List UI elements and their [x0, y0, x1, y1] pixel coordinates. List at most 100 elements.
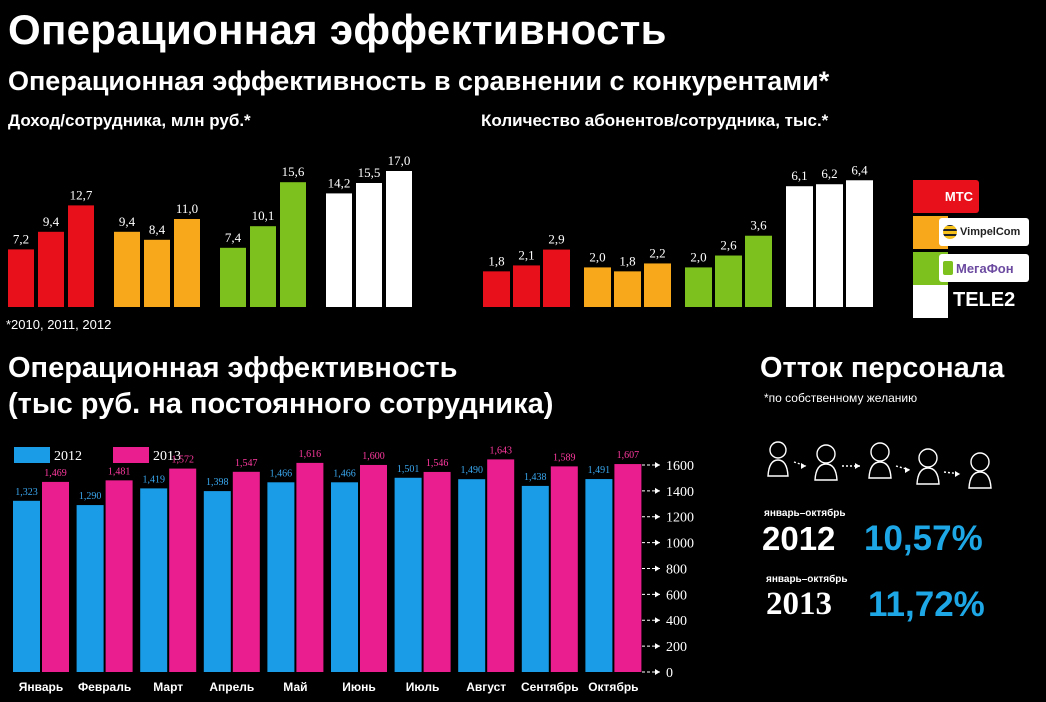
data-label: 2,1: [518, 247, 534, 262]
data-label: 1,481: [108, 466, 131, 477]
data-label: 1,546: [426, 458, 449, 469]
bar-tele2-2012: [846, 180, 873, 307]
bar-2012-Июнь: [331, 482, 358, 672]
month-label: Март: [153, 680, 183, 694]
y-tick-label: 600: [666, 588, 687, 603]
data-label: 12,7: [70, 187, 93, 202]
bar-2013-Июль: [423, 471, 451, 672]
month-label: Май: [283, 680, 307, 694]
tele2-logo: TELE2: [953, 289, 1016, 311]
data-label: 1,600: [362, 451, 385, 462]
data-label: 1,616: [299, 449, 322, 460]
data-label: 1,607: [617, 450, 640, 461]
data-label: 7,4: [225, 230, 242, 245]
data-label: 1,398: [206, 477, 229, 488]
bar-мегафон-2011: [715, 255, 742, 307]
month-label: Июль: [406, 680, 440, 694]
subscribers-chart-title: Количество абонентов/сотрудника, тыс.*: [481, 111, 829, 130]
bar-2012-Октябрь: [585, 479, 613, 672]
bar-мтс-2012: [543, 249, 570, 307]
bar-2013-Август: [487, 459, 515, 672]
churn-year-2013: 2013: [766, 586, 832, 622]
month-label: Июнь: [342, 680, 376, 694]
bar-мегафон-2012: [745, 235, 772, 307]
churn-title: Отток персонала: [760, 352, 1005, 384]
legend-swatch-2012: [14, 447, 50, 463]
data-label: 1,466: [270, 468, 293, 479]
y-tick-arrow-icon: [655, 565, 660, 572]
bar-2012-Июль: [394, 477, 422, 672]
bee-stripes-icon: [943, 225, 957, 239]
bar-2013-Апрель: [232, 471, 260, 672]
month-label: Январь: [19, 680, 63, 694]
data-label: 1,290: [79, 491, 102, 502]
data-label: 6,1: [791, 168, 807, 183]
data-label: 9,4: [43, 214, 60, 229]
bar-vimpelcom-2010: [114, 231, 140, 307]
vimpelcom-logo-text: VimpelCom: [960, 226, 1021, 238]
operator-legend: МТС VimpelCom МегаФон TELE2: [913, 180, 1043, 318]
y-tick-label: 1200: [666, 511, 694, 526]
subscribers-chart: 1,8 2,1 2,9 2,0 1,8 2,2 2,0 2,6 3,6 6,1 6,2 6,4: [483, 162, 873, 307]
bar-vimpelcom-2012: [174, 219, 200, 307]
bar-2012-Апрель: [203, 491, 231, 672]
churn-year-2012: 2012: [762, 520, 836, 557]
bar-2012-Февраль: [76, 505, 104, 672]
bar-tele2-2011: [356, 183, 382, 307]
legend-label-2012: 2012: [54, 449, 82, 464]
bar-2012-Май: [267, 482, 295, 672]
bar-tele2-2010: [326, 193, 352, 307]
data-label: 15,6: [282, 164, 305, 179]
data-label: 1,547: [235, 458, 258, 469]
revenue-chart: 7,2 9,4 12,7 9,4 8,4 11,0 7,4 10,1 15,6 14,2 15,5 1…: [8, 153, 412, 307]
legend-swatch-2013: [113, 447, 149, 463]
month-label: Апрель: [209, 680, 254, 694]
month-label: Сентябрь: [521, 680, 579, 694]
legend-swatch-tele2: [913, 285, 948, 318]
bar-мегафон-2010: [220, 247, 246, 307]
data-label: 2,2: [649, 245, 665, 260]
data-label: 1,643: [489, 445, 512, 456]
bar-2013-Февраль: [105, 480, 133, 672]
churn-value-2012: 10,57%: [864, 519, 983, 558]
churn-value-2013: 11,72%: [868, 585, 985, 624]
data-label: 1,469: [44, 468, 67, 479]
y-tick-label: 1600: [666, 459, 694, 474]
data-label: 14,2: [328, 175, 351, 190]
efficiency-title-line2: (тыс руб. на постоянного сотрудника): [8, 388, 554, 420]
y-tick-label: 1400: [666, 485, 694, 500]
monthly-efficiency-chart: 2012 2013 1,323 1,469 Январь 1,290 1,481 Феврал…: [13, 445, 694, 694]
bar-tele2-2010: [786, 186, 813, 307]
data-label: 17,0: [388, 153, 411, 168]
data-label: 1,466: [333, 468, 356, 479]
page-title: Операционная эффективность: [8, 6, 667, 53]
churn-note: *по собственному желанию: [764, 391, 918, 405]
bar-vimpelcom-2012: [644, 263, 671, 307]
data-label: 3,6: [750, 218, 767, 233]
y-tick-arrow-icon: [655, 591, 660, 598]
data-label: 7,2: [13, 231, 29, 246]
bar-2012-Январь: [13, 500, 40, 672]
data-label: 1,589: [553, 452, 576, 463]
bar-tele2-2011: [816, 184, 843, 307]
data-label: 1,501: [397, 464, 420, 475]
people-chain-icon: [767, 441, 992, 489]
bar-2013-Июнь: [360, 464, 387, 672]
bar-vimpelcom-2011: [144, 239, 170, 307]
page-subtitle: Операционная эффективность в сравнении с…: [8, 66, 830, 96]
bar-2012-Сентябрь: [521, 485, 549, 672]
data-label: 8,4: [149, 222, 166, 237]
data-label: 11,0: [176, 201, 198, 216]
bar-2013-Октябрь: [614, 464, 642, 672]
bar-tele2-2012: [386, 171, 412, 307]
y-tick-label: 200: [666, 640, 687, 655]
bar-2013-Сентябрь: [550, 466, 578, 672]
data-label: 6,4: [851, 162, 868, 177]
mts-logo: МТС: [939, 180, 979, 213]
bar-мтс-2011: [38, 231, 64, 307]
data-label: 6,2: [821, 166, 837, 181]
churn-period-2012: январь–октябрь: [764, 508, 846, 519]
data-label: 1,491: [588, 465, 611, 476]
legend-label-2013: 2013: [153, 449, 181, 464]
bar-мтс-2010: [483, 271, 510, 307]
